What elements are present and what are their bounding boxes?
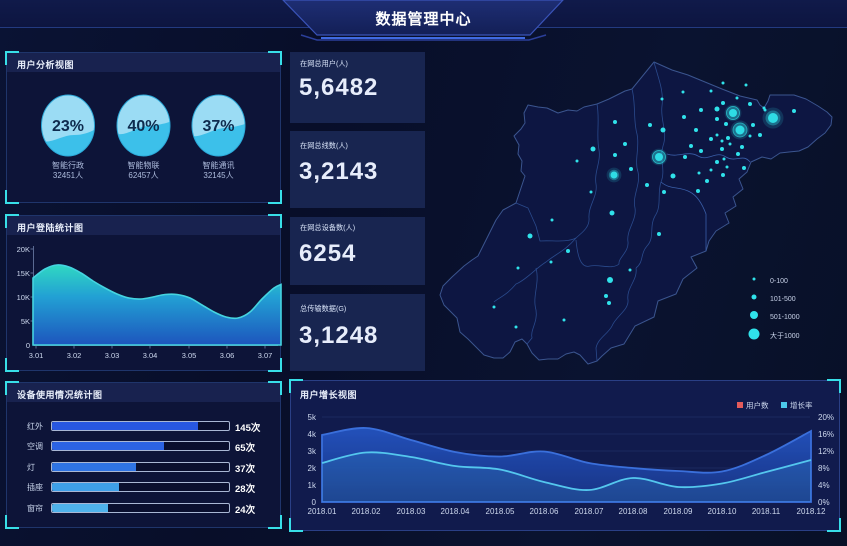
svg-text:大于1000: 大于1000 [770, 331, 800, 340]
svg-text:0-100: 0-100 [770, 278, 788, 285]
svg-text:501-1000: 501-1000 [770, 314, 800, 321]
svg-text:101-500: 101-500 [770, 296, 796, 303]
